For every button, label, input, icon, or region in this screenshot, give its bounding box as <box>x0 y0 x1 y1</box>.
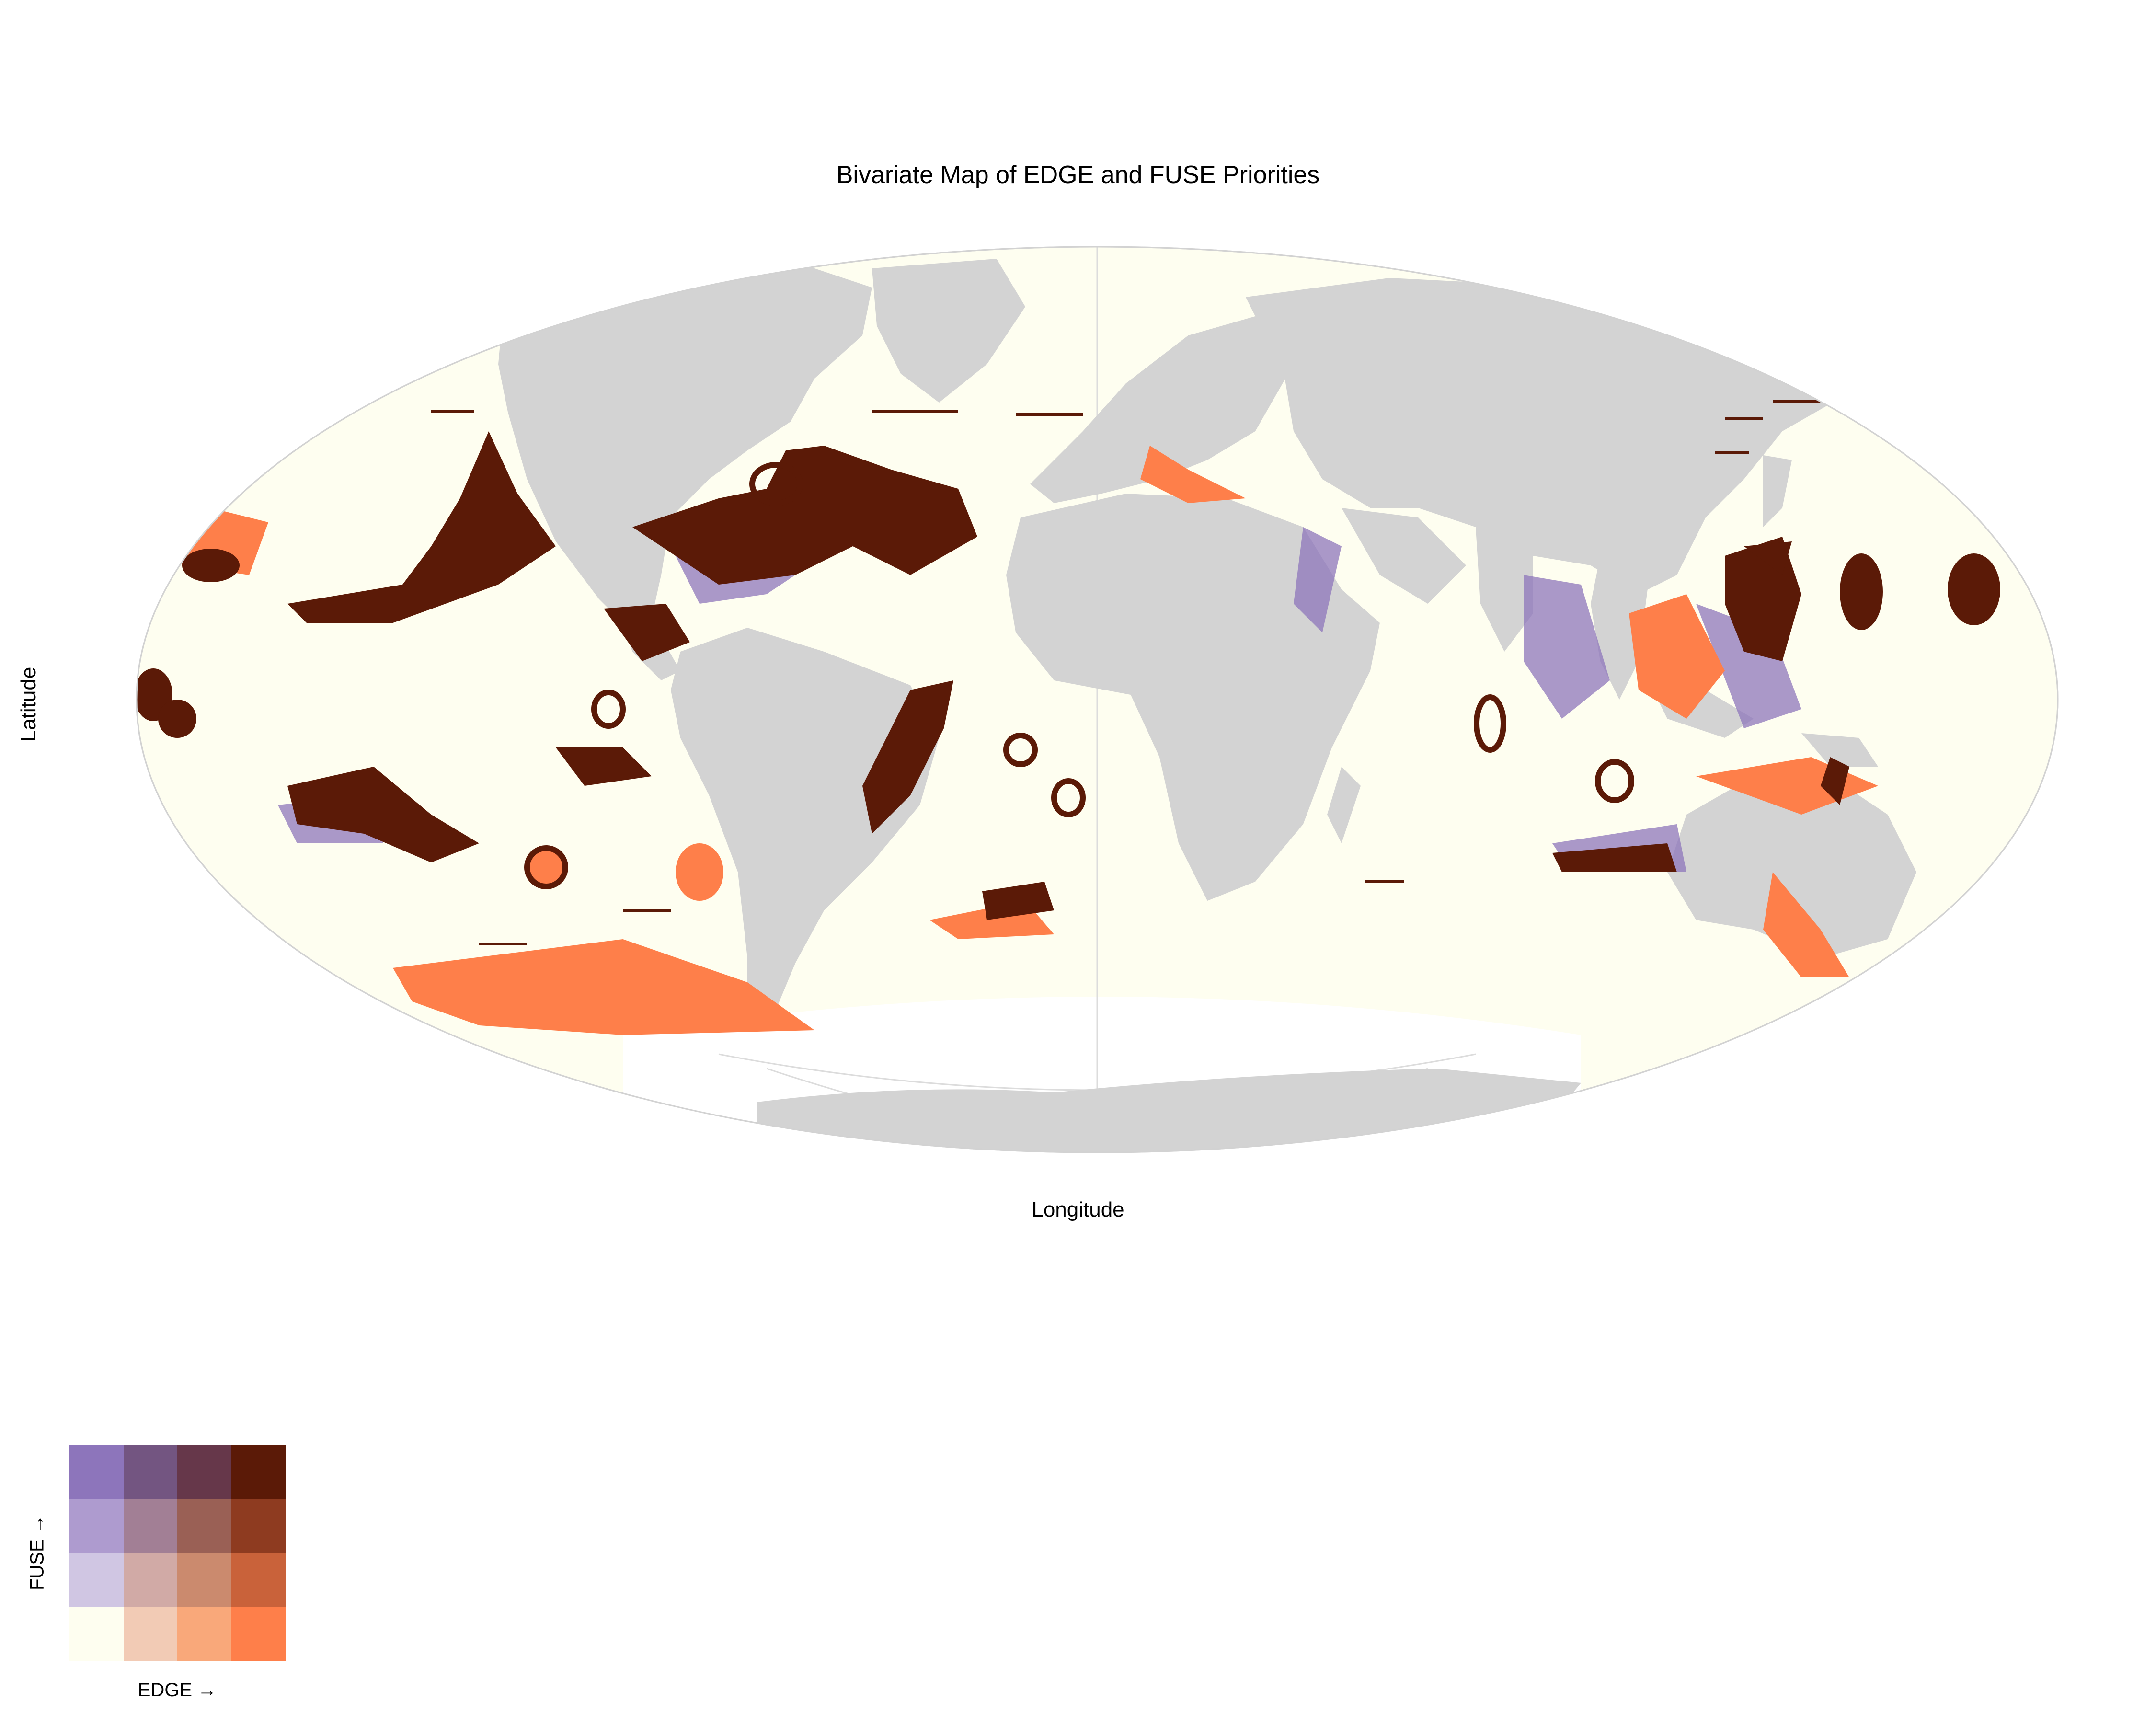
land-madagascar <box>1327 767 1361 843</box>
brazil-coast-hotspot <box>862 680 953 834</box>
seamount-rings <box>524 462 1634 889</box>
south-atlantic-hotspot <box>982 882 1054 920</box>
north-atlantic-hotspot <box>632 446 977 585</box>
legend-cell <box>231 1606 286 1661</box>
japan-hotspot <box>1744 541 1792 575</box>
legend-cell <box>123 1498 178 1553</box>
legend-cell <box>69 1445 124 1499</box>
legend-cell <box>177 1498 231 1553</box>
caribbean-hotspot <box>604 604 690 661</box>
land-australia <box>1667 776 1916 958</box>
land-europe <box>1030 316 1294 503</box>
w-pacific-blob-1 <box>1840 553 1883 630</box>
land-new-guinea <box>1801 733 1878 767</box>
high-both-areas <box>137 431 2000 920</box>
legend-cell <box>177 1552 231 1607</box>
land-south-america <box>671 628 939 1030</box>
north-pacific-hotspot <box>287 431 556 623</box>
land-arabia <box>1342 508 1466 604</box>
tropical-pacific-hotspot <box>556 748 652 786</box>
land-japan <box>1763 455 1792 527</box>
w-pacific-blob-2 <box>1948 553 2000 625</box>
land-india <box>1476 527 1533 652</box>
map-area <box>136 246 2059 1153</box>
far-pacific-blob <box>158 700 196 738</box>
land-masses <box>498 259 1984 1152</box>
legend-cell <box>69 1552 124 1607</box>
legend-cell <box>69 1606 124 1661</box>
land-se-asia <box>1591 556 1648 700</box>
legend-cell <box>123 1552 178 1607</box>
indian-ocean-hotspot <box>1552 843 1677 872</box>
land-africa <box>1006 494 1380 901</box>
land-new-zealand <box>1945 939 1984 987</box>
legend-cell <box>123 1606 178 1661</box>
land-north-america <box>498 268 872 623</box>
x-axis-label: Longitude <box>1032 1198 1124 1221</box>
legend-cell <box>231 1498 286 1553</box>
high-edge-areas <box>172 446 1878 1035</box>
legend-cell <box>69 1498 124 1553</box>
world-map-svg <box>136 246 2059 1153</box>
globe-outline <box>136 246 2059 1153</box>
legend-fuse-label: FUSE → <box>26 1515 48 1590</box>
y-axis-label: Latitude <box>17 667 40 742</box>
land-asia <box>1246 278 1869 594</box>
legend-cell <box>231 1552 286 1607</box>
legend-cell <box>177 1445 231 1499</box>
legend-cell <box>231 1445 286 1499</box>
legend-cell <box>123 1445 178 1499</box>
bivariate-legend <box>69 1445 286 1661</box>
australia-west-hotspot <box>1821 757 1849 805</box>
south-pacific-hotspot <box>287 767 479 862</box>
map-title: Bivariate Map of EDGE and FUSE Prioritie… <box>836 161 1320 189</box>
legend-cell <box>177 1606 231 1661</box>
land-greenland <box>872 259 1025 402</box>
legend-edge-label: EDGE → <box>138 1679 217 1701</box>
dateline-blob <box>182 549 240 582</box>
